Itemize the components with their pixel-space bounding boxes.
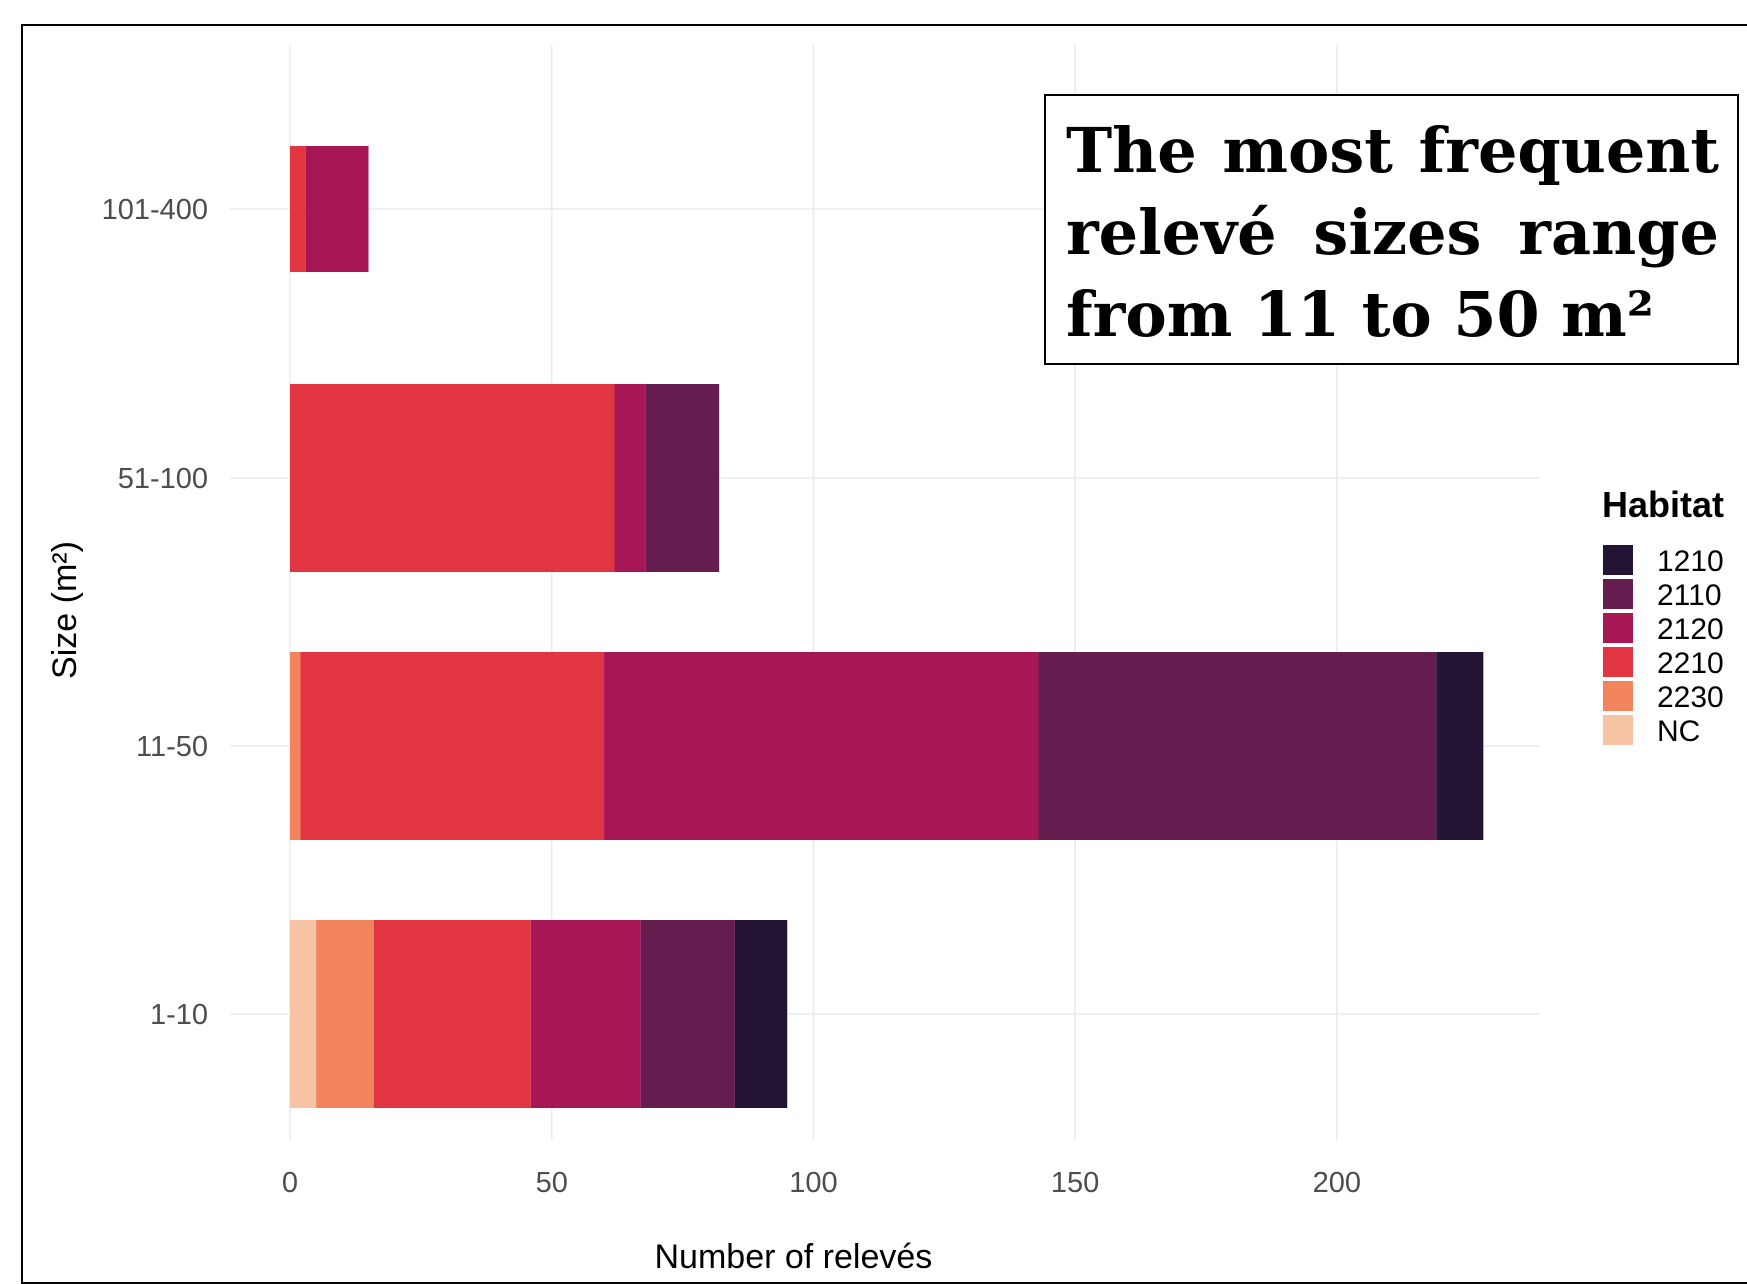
legend-swatch-2120: [1603, 613, 1633, 643]
legend-swatch-2230: [1603, 681, 1633, 711]
legend-label-2230: 2230: [1657, 681, 1724, 714]
legend-label-2120: 2120: [1657, 613, 1724, 646]
x-axis-title: Number of relevés: [655, 1238, 933, 1276]
legend-label-2110: 2110: [1657, 579, 1722, 612]
bar-segment-1-10-2110: [640, 920, 735, 1108]
y-axis-title: Size (m²): [46, 541, 84, 679]
bar-segment-101-400-2210: [290, 146, 306, 272]
x-tick-label: 100: [789, 1167, 837, 1199]
legend-swatch-1210: [1603, 545, 1633, 575]
bar-segment-11-50-2230: [290, 652, 301, 840]
bar-segment-51-100-2120: [614, 384, 646, 572]
legend-swatch-2210: [1603, 647, 1633, 677]
bar-segment-11-50-2210: [300, 652, 605, 840]
bars: [290, 146, 1484, 1108]
bar-segment-11-50-1210: [1436, 652, 1484, 840]
bar-segment-51-100-2210: [290, 384, 615, 572]
y-tick-label: 1-10: [150, 999, 208, 1031]
annotation-box: The most frequent relevé sizes range fro…: [1044, 94, 1739, 365]
legend-label-NC: NC: [1657, 715, 1700, 748]
y-tick-label: 51-100: [118, 463, 208, 495]
bar-segment-11-50-2120: [604, 652, 1039, 840]
bar-segment-1-10-NC: [290, 920, 317, 1108]
x-tick-label: 50: [536, 1167, 568, 1199]
legend-swatch-2110: [1603, 579, 1633, 609]
y-tick-labels: 1-10 11-50 51-100 101-400: [102, 194, 208, 1031]
bar-segment-1-10-2230: [316, 920, 374, 1108]
x-tick-label: 0: [282, 1167, 298, 1199]
y-tick-label: 11-50: [136, 731, 208, 763]
x-tick-label: 150: [1051, 1167, 1099, 1199]
bar-segment-101-400-2120: [305, 146, 369, 272]
bar-segment-51-100-2110: [645, 384, 720, 572]
x-tick-label: 200: [1313, 1167, 1361, 1199]
legend-label-1210: 1210: [1657, 545, 1724, 578]
bar-segment-1-10-2210: [373, 920, 531, 1108]
bar-segment-11-50-2110: [1038, 652, 1437, 840]
legend-swatch-NC: [1603, 715, 1633, 745]
y-tick-label: 101-400: [102, 194, 208, 226]
bar-segment-1-10-2120: [530, 920, 641, 1108]
legend-label-2210: 2210: [1657, 647, 1724, 680]
legend-title: Habitat: [1602, 484, 1724, 525]
bar-segment-1-10-1210: [734, 920, 788, 1108]
x-tick-labels: 0 50 100 150 200: [282, 1167, 1361, 1199]
